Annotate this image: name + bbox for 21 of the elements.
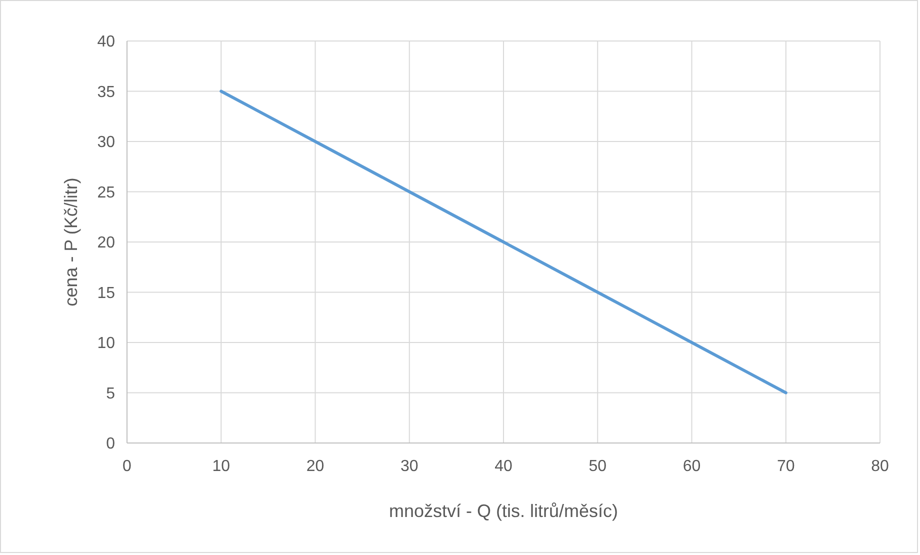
y-tick-label: 35 <box>97 84 116 101</box>
x-tick-label: 40 <box>494 458 512 475</box>
x-tick-label: 10 <box>212 458 230 475</box>
y-tick-label: 40 <box>97 34 116 51</box>
x-tick-label: 30 <box>400 458 418 475</box>
x-axis-title: množství - Q (tis. litrů/měsíc) <box>388 501 618 521</box>
line-series <box>220 90 788 394</box>
y-axis-title: cena - P (Kč/litr) <box>61 178 81 306</box>
y-tick-label: 15 <box>97 284 116 302</box>
x-tick-label: 50 <box>588 458 607 475</box>
y-tick-label: 5 <box>106 385 116 402</box>
y-tick-label: 10 <box>97 335 116 352</box>
x-tick-label: 20 <box>306 458 324 475</box>
y-tick-label: 30 <box>97 134 116 152</box>
x-tick-label: 80 <box>871 458 889 475</box>
y-tick-label: 0 <box>106 436 116 453</box>
x-tick-label: 0 <box>122 458 132 475</box>
y-tick-label: 20 <box>97 234 116 252</box>
y-tick-label: 25 <box>97 184 116 202</box>
x-tick-label: 60 <box>682 458 701 475</box>
x-tick-label: 70 <box>776 458 795 475</box>
